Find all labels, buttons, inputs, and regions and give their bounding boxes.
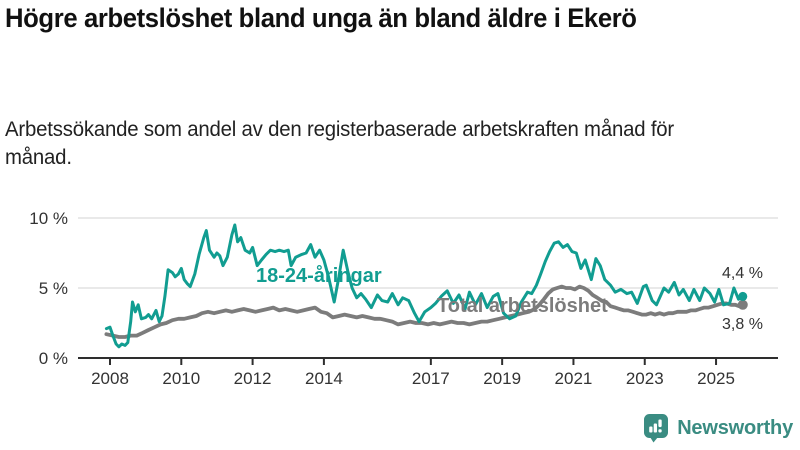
series-label-total: Total arbetslöshet	[437, 295, 608, 317]
page-title: Högre arbetslöshet bland unga än bland ä…	[5, 3, 637, 33]
x-tick-label: 2023	[626, 369, 664, 388]
x-tick-label: 2008	[91, 369, 129, 388]
end-dot-total	[737, 299, 748, 310]
y-tick-label: 10 %	[29, 209, 68, 228]
chart-subtitle: Arbetssökande som andel av den registerb…	[5, 118, 675, 170]
newsworthy-logo: Newsworthy	[643, 413, 793, 443]
end-value-label-young: 4,4 %	[722, 265, 763, 282]
end-value-label-total: 3,8 %	[722, 316, 763, 333]
newsworthy-logo-text: Newsworthy	[677, 416, 793, 439]
newsworthy-bar-chart-icon	[644, 414, 669, 443]
x-tick-label: 2014	[305, 369, 343, 388]
line-total	[104, 284, 745, 339]
line-young	[104, 223, 745, 349]
series-label-young: 18-24-åringar	[256, 265, 382, 287]
x-tick-label: 2012	[234, 369, 272, 388]
x-tick-label: 2017	[412, 369, 450, 388]
x-tick-label: 2010	[162, 369, 200, 388]
x-tick-label: 2025	[697, 369, 735, 388]
y-tick-label: 5 %	[39, 279, 68, 298]
x-tick-label: 2021	[555, 369, 593, 388]
x-tick-label: 2019	[483, 369, 521, 388]
y-tick-label: 0 %	[39, 349, 68, 368]
end-dot-young	[738, 291, 748, 301]
